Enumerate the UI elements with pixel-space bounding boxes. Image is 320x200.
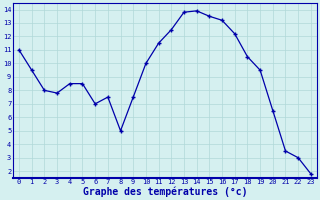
X-axis label: Graphe des températures (°c): Graphe des températures (°c)	[83, 187, 247, 197]
